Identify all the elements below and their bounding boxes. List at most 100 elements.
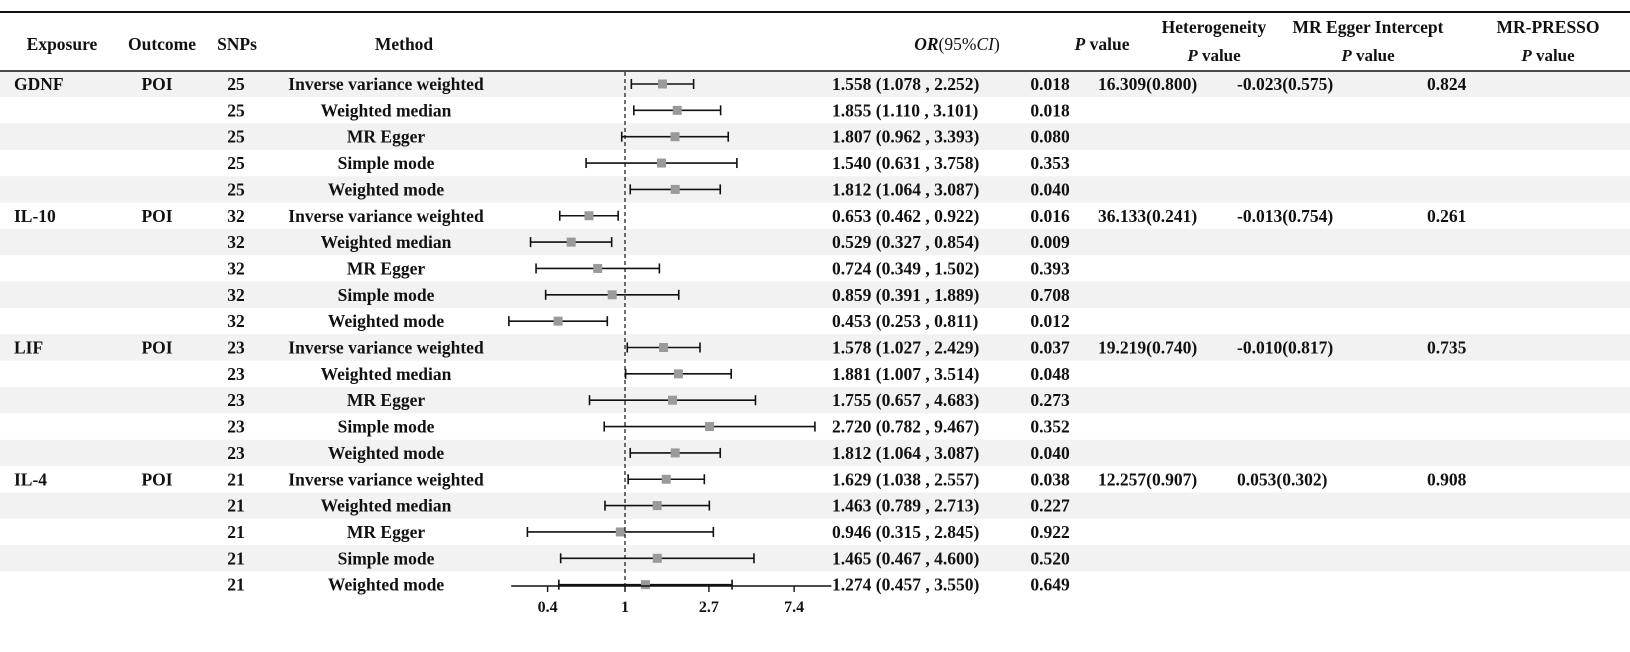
row-stripe	[0, 387, 1630, 414]
exposure-cell: LIF	[14, 338, 43, 358]
exposure-cell: IL-4	[14, 469, 47, 489]
table-row: LIF POI 19.219(0.740) -0.010(0.817) 0.735 23 I…	[14, 338, 1467, 358]
table-row: 21 Weighted mode 1.274 (0.457 , 3.550) 0.64…	[227, 575, 1070, 595]
or-ci-cell: 2.720 (0.782 , 9.467)	[832, 417, 979, 437]
snps-cell: 21	[227, 548, 245, 568]
table-row: IL-4 POI 12.257(0.907) 0.053(0.302) 0.908 21 I…	[14, 469, 1467, 489]
table-row: 32 Weighted mode 0.453 (0.253 , 0.811) 0.01…	[227, 311, 1069, 331]
x-tick-label: 0.4	[538, 599, 558, 616]
point-estimate	[656, 158, 666, 168]
row-stripe	[0, 123, 1630, 150]
snps-cell: 25	[227, 100, 245, 120]
point-estimate	[607, 290, 617, 300]
egger-intercept-cell: -0.013(0.754)	[1237, 206, 1333, 226]
point-estimate	[668, 395, 678, 405]
forest-mark	[627, 474, 706, 485]
p-value-cell: 0.016	[1030, 206, 1070, 226]
snps-cell: 32	[227, 311, 245, 331]
point-estimate	[670, 448, 680, 458]
snps-cell: 32	[227, 232, 245, 252]
table-row: 21 Weighted median 1.463 (0.789 , 2.713) 0.…	[227, 496, 1070, 516]
p-value-cell: 0.649	[1030, 575, 1070, 595]
snps-cell: 23	[227, 338, 245, 358]
method-cell: Weighted mode	[328, 575, 444, 595]
x-tick-label: 7.4	[784, 599, 804, 616]
point-estimate	[672, 105, 682, 115]
snps-cell: 21	[227, 575, 245, 595]
header-p-value: P value	[1074, 34, 1130, 54]
header-heterogeneity: Heterogeneity	[1162, 17, 1267, 37]
snps-cell: 32	[227, 285, 245, 305]
or-ci-cell: 0.859 (0.391 , 1.889)	[832, 285, 979, 305]
or-ci-cell: 1.540 (0.631 , 3.758)	[832, 153, 979, 173]
p-value-cell: 0.352	[1030, 417, 1069, 437]
or-ci-cell: 1.558 (1.078 , 2.252)	[832, 74, 979, 94]
table-row: 23 Weighted mode 1.812 (1.064 , 3.087) 0.04…	[227, 443, 1070, 463]
egger-intercept-cell: -0.023(0.575)	[1237, 74, 1333, 94]
p-value-cell: 0.922	[1030, 522, 1069, 542]
mr-presso-cell: 0.261	[1427, 206, 1466, 226]
point-estimate	[673, 369, 683, 379]
or-ci-cell: 1.807 (0.962 , 3.393)	[832, 127, 979, 147]
forest-mark	[620, 131, 730, 142]
forest-mark	[558, 579, 733, 590]
table-row: 23 MR Egger 1.755 (0.657 , 4.683) 0.273	[227, 390, 1070, 410]
table-row: 32 Weighted median 0.529 (0.327 , 0.854) 0.…	[227, 232, 1070, 252]
header-snps: SNPs	[217, 34, 257, 54]
header-or-ci: OR(95%CI)	[914, 34, 1000, 54]
p-value-cell: 0.227	[1030, 496, 1070, 516]
table-row: 21 Simple mode 1.465 (0.467 , 4.600) 0.520	[227, 548, 1070, 568]
table-row: IL-10 POI 36.133(0.241) -0.013(0.754) 0.261 3…	[14, 206, 1466, 226]
method-cell: Weighted median	[321, 496, 452, 516]
or-ci-cell: 1.463 (0.789 , 2.713)	[832, 496, 979, 516]
row-stripe	[0, 439, 1630, 467]
or-ci-cell: 1.812 (1.064 , 3.087)	[832, 179, 979, 199]
or-ci-cell: 1.855 (1.110 , 3.101)	[832, 100, 978, 120]
row-stripe	[0, 492, 1630, 519]
header-egger-intercept: MR Egger Intercept	[1293, 17, 1444, 37]
point-estimate	[652, 501, 662, 511]
row-stripe	[0, 281, 1630, 308]
method-cell: MR Egger	[347, 258, 425, 278]
x-tick-label: 2.7	[699, 599, 719, 616]
header-heterogeneity-p: P value	[1186, 46, 1241, 65]
or-ci-cell: 0.529 (0.327 , 0.854)	[832, 232, 979, 252]
method-cell: Simple mode	[338, 417, 435, 437]
outcome-cell: POI	[141, 74, 172, 94]
method-cell: MR Egger	[347, 390, 425, 410]
point-estimate	[652, 553, 662, 563]
method-cell: Inverse variance weighted	[288, 74, 484, 94]
table-row: 21 MR Egger 0.946 (0.315 , 2.845) 0.922	[227, 522, 1069, 542]
or-ci-cell: 0.724 (0.349 , 1.502)	[832, 258, 979, 278]
method-cell: Inverse variance weighted	[288, 206, 484, 226]
row-stripe	[0, 70, 1630, 98]
forest-mark	[535, 263, 661, 274]
table-row: GDNF POI 16.309(0.800) -0.023(0.575) 0.824 25…	[14, 74, 1467, 94]
egger-intercept-cell: 0.053(0.302)	[1237, 469, 1328, 489]
snps-cell: 25	[227, 179, 245, 199]
p-value-cell: 0.520	[1030, 548, 1070, 568]
heterogeneity-cell: 36.133(0.241)	[1098, 206, 1197, 226]
table-body: GDNF POI 16.309(0.800) -0.023(0.575) 0.824 25…	[14, 74, 1467, 595]
snps-cell: 23	[227, 390, 245, 410]
header-exposure: Exposure	[27, 34, 98, 54]
forest-mark	[629, 184, 722, 195]
p-value-cell: 0.012	[1030, 311, 1069, 331]
row-stripes	[0, 70, 1630, 572]
table-row: 32 Simple mode 0.859 (0.391 , 1.889) 0.708	[227, 285, 1070, 305]
mr-presso-cell: 0.908	[1427, 469, 1467, 489]
point-estimate	[670, 184, 680, 194]
p-value-cell: 0.040	[1030, 443, 1070, 463]
method-cell: Inverse variance weighted	[288, 338, 484, 358]
snps-cell: 23	[227, 417, 245, 437]
row-stripe	[0, 228, 1630, 256]
point-estimate	[705, 422, 715, 432]
forest-mark	[626, 342, 701, 353]
forest-mark	[588, 395, 757, 406]
point-estimate	[553, 316, 563, 326]
or-ci-cell: 1.629 (1.038 , 2.557)	[832, 469, 979, 489]
outcome-cell: POI	[141, 206, 172, 226]
exposure-cell: GDNF	[14, 74, 64, 94]
forest-mark	[544, 289, 680, 300]
